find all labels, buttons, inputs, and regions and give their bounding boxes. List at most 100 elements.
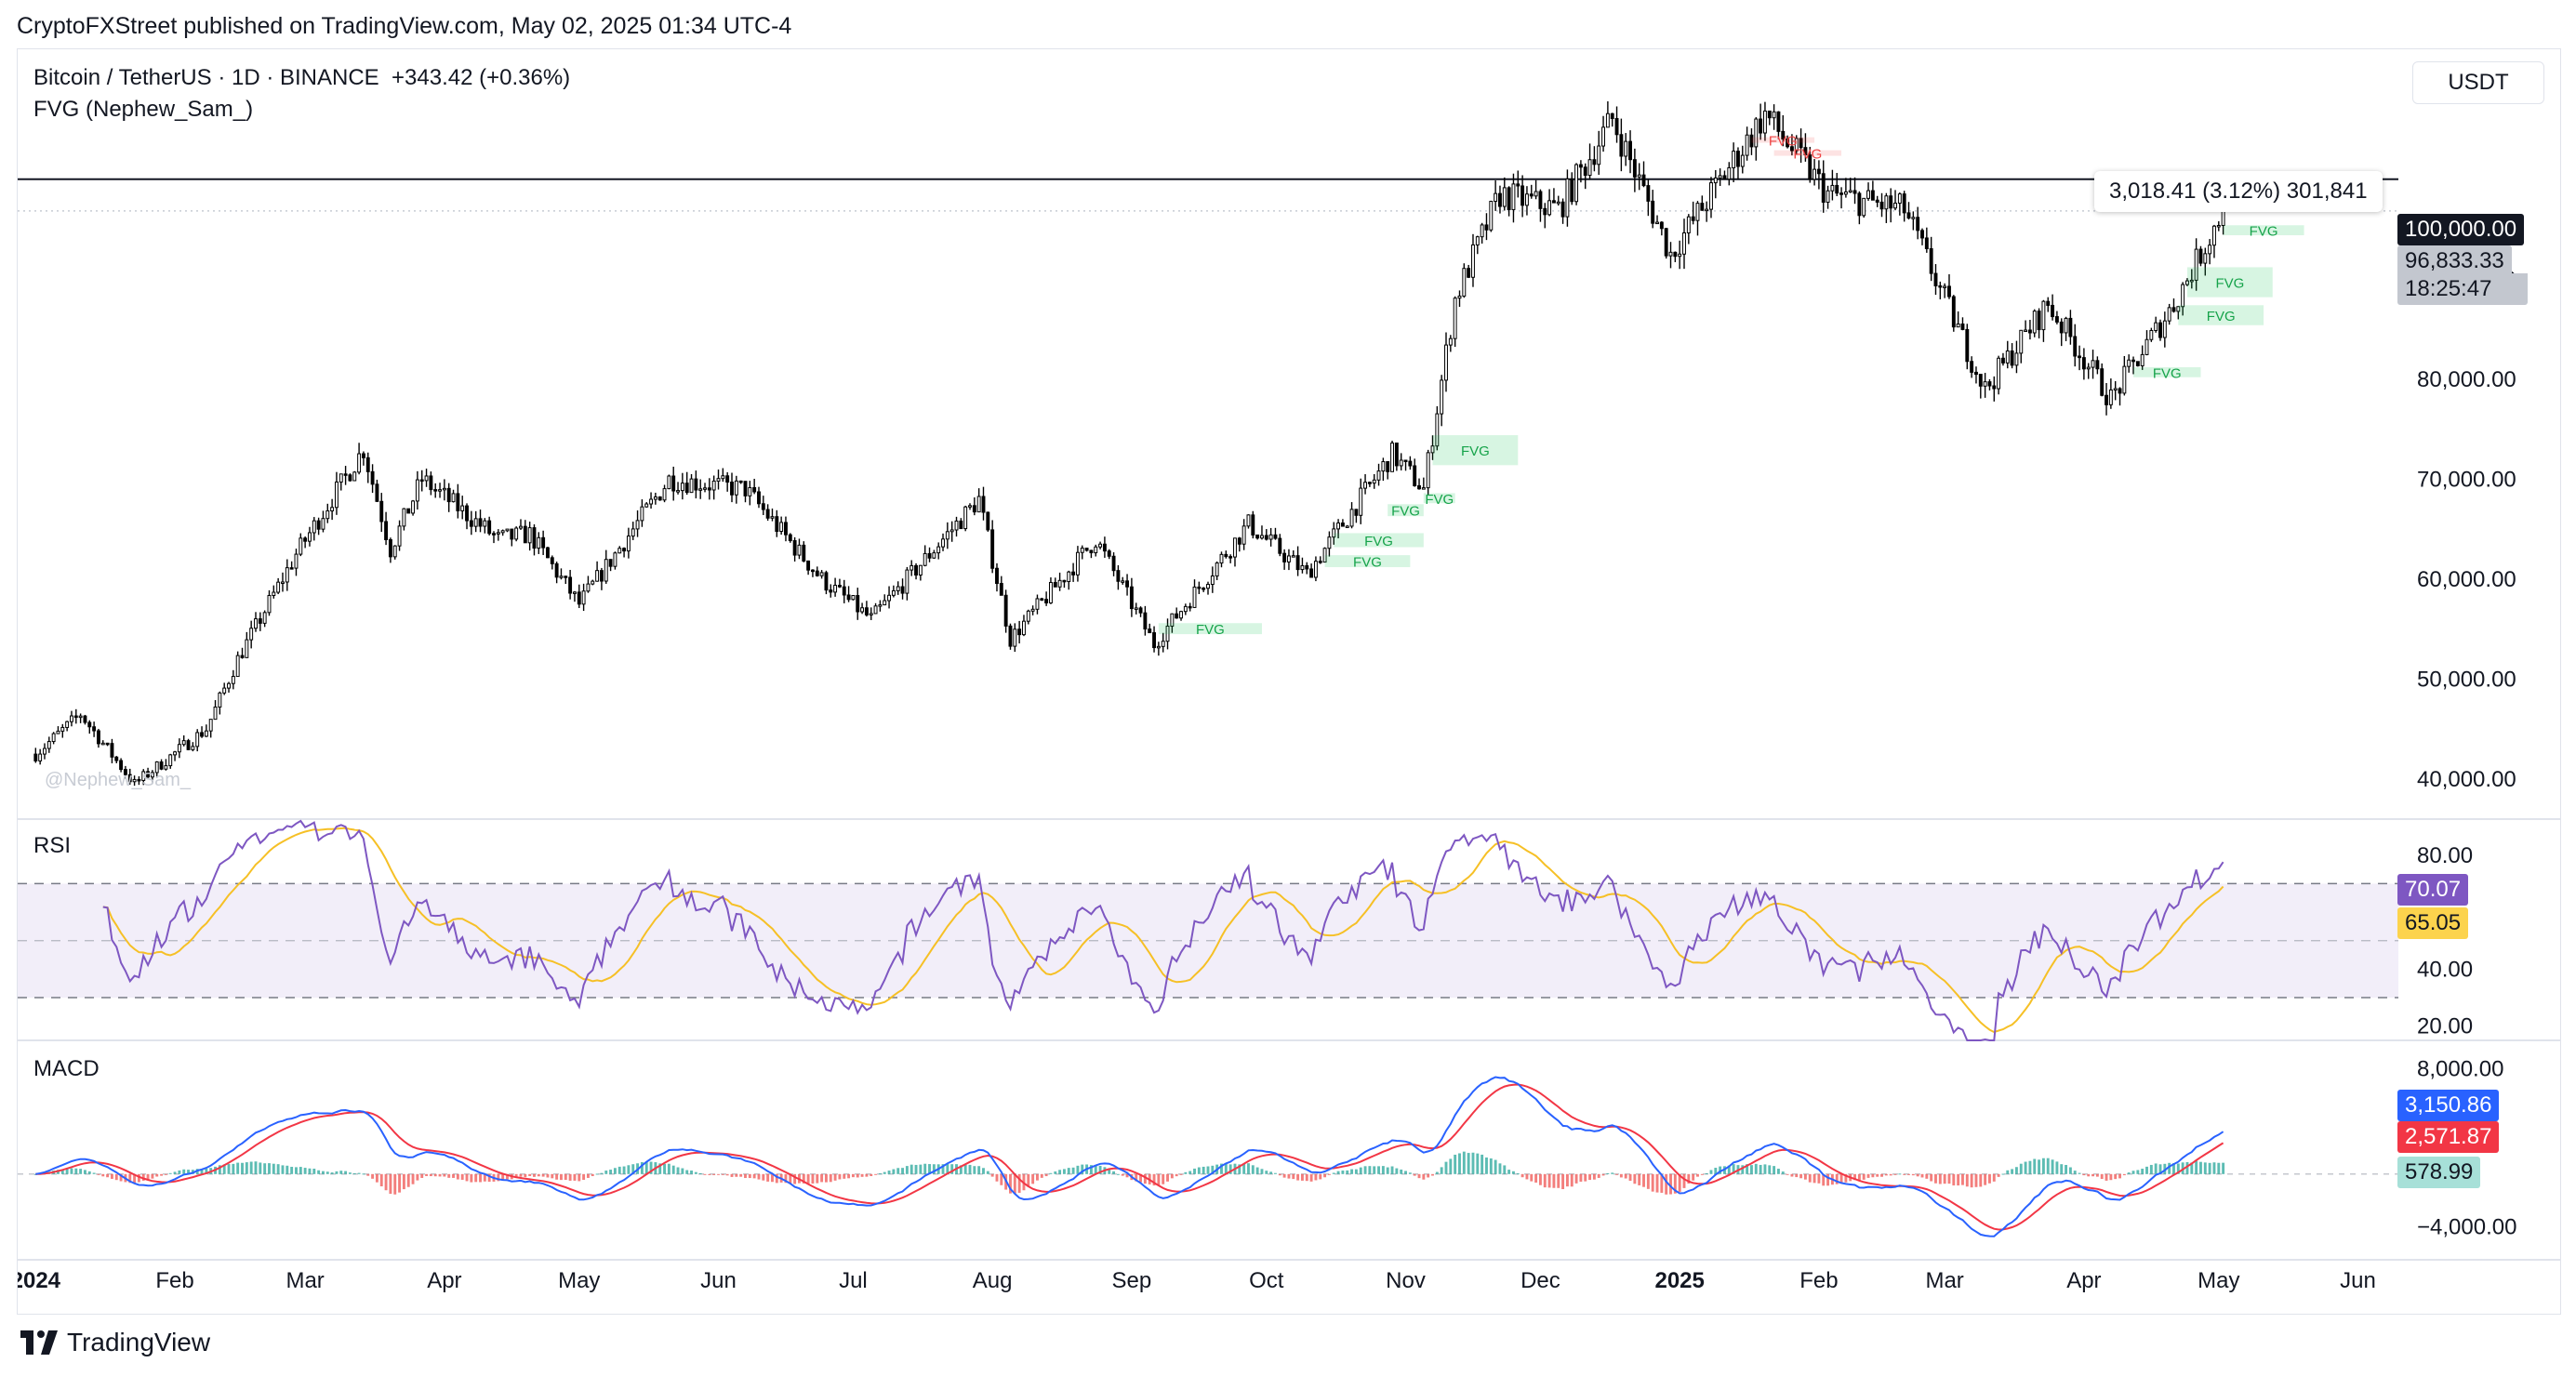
candle-body xyxy=(1565,178,1570,218)
candle-body xyxy=(869,613,873,615)
macd-hist-bar xyxy=(312,1169,316,1174)
candle-body xyxy=(1336,523,1341,530)
candle-body xyxy=(1206,584,1210,589)
macd-hist-bar xyxy=(2141,1169,2144,1174)
time-axis-label: Sep xyxy=(1112,1268,1152,1293)
macd-hist-bar xyxy=(2028,1160,2032,1174)
macd-hist-bar xyxy=(1386,1167,1389,1174)
macd-hist-bar xyxy=(97,1173,100,1175)
candle-body xyxy=(1053,581,1057,588)
macd-hist-bar xyxy=(1395,1168,1399,1174)
macd-hist-bar xyxy=(1714,1168,1718,1174)
macd-hist-bar xyxy=(1350,1169,1354,1174)
macd-hist-bar xyxy=(1462,1151,1466,1174)
macd-hist-bar xyxy=(87,1171,91,1174)
fvg-zone xyxy=(2178,305,2264,325)
candle-body xyxy=(608,559,613,567)
candle-body xyxy=(352,471,357,482)
candle-body xyxy=(191,746,195,750)
candle-body xyxy=(910,564,914,571)
candle-body xyxy=(1448,337,1453,346)
macd-hist-bar xyxy=(2001,1173,2005,1175)
macd-hist-bar xyxy=(973,1166,976,1174)
candle-body xyxy=(662,488,667,501)
level-tag: 100,000.00 xyxy=(2397,214,2525,245)
candle-body xyxy=(2167,307,2171,322)
candle-body xyxy=(1102,543,1107,552)
macd-hist-bar xyxy=(133,1173,137,1184)
macd-hist-bar xyxy=(506,1173,509,1180)
chart-canvas[interactable]: 110,000.0090,000.0080,000.0070,000.0060,… xyxy=(18,49,2560,1314)
macd-hist-bar xyxy=(1795,1173,1799,1178)
macd-hist-bar xyxy=(456,1173,459,1180)
candle-body xyxy=(285,567,289,583)
candle-body xyxy=(1511,183,1516,210)
candle-body xyxy=(1641,174,1646,187)
candle-body xyxy=(1862,197,1866,217)
macd-hist-bar xyxy=(2136,1170,2140,1174)
macd-hist-bar xyxy=(2172,1163,2175,1174)
macd-hist-bar xyxy=(644,1161,648,1174)
macd-hist-bar xyxy=(856,1173,859,1178)
macd-hist-bar xyxy=(1584,1173,1587,1182)
macd-hist-bar xyxy=(833,1173,837,1181)
candle-body xyxy=(388,538,392,558)
tradingview-logo[interactable]: TradingView xyxy=(20,1328,210,1357)
candle-body xyxy=(1233,537,1237,558)
candle-body xyxy=(70,715,73,722)
candle-body xyxy=(442,487,446,491)
candle-body xyxy=(2140,353,2144,366)
candle-body xyxy=(2185,280,2189,285)
macd-hist-bar xyxy=(74,1168,78,1174)
macd-hist-bar xyxy=(1206,1166,1210,1174)
macd-hist-bar xyxy=(2046,1158,2050,1174)
candle-body xyxy=(671,475,676,492)
candle-body xyxy=(1740,154,1745,167)
macd-hist-bar xyxy=(2100,1173,2104,1179)
macd-hist-bar xyxy=(2006,1170,2010,1174)
macd-hist-bar xyxy=(1898,1173,1902,1175)
symbol-title[interactable]: Bitcoin / TetherUS · 1D · BINANCE xyxy=(33,65,379,90)
candle-body xyxy=(1354,509,1359,516)
macd-hist-bar xyxy=(735,1173,738,1177)
macd-hist-bar xyxy=(551,1173,554,1179)
candle-body xyxy=(2118,388,2122,394)
candle-body xyxy=(2135,361,2140,366)
macd-hist-bar xyxy=(1314,1173,1318,1181)
candle-body xyxy=(1749,134,1754,148)
candle-body xyxy=(1040,598,1044,601)
macd-hist-bar xyxy=(1435,1171,1439,1174)
candle-body xyxy=(1121,580,1125,583)
macd-hist-bar xyxy=(2082,1173,2086,1176)
macd-hist-bar xyxy=(1876,1173,1879,1177)
time-axis-label: Dec xyxy=(1520,1268,1560,1293)
candle-body xyxy=(1722,175,1727,180)
macd-hist-bar xyxy=(914,1164,918,1174)
candle-body xyxy=(496,532,500,535)
currency-button[interactable]: USDT xyxy=(2412,61,2544,104)
macd-hist-bar xyxy=(2208,1162,2211,1174)
candle-body xyxy=(1394,443,1399,467)
macd-hist-bar xyxy=(1089,1165,1093,1174)
last-price-tag: 96,833.33 xyxy=(2397,245,2512,277)
macd-hist-bar xyxy=(1628,1173,1632,1182)
macd-pane-label[interactable]: MACD xyxy=(33,1056,100,1081)
candle-body xyxy=(1759,118,1763,134)
candle-body xyxy=(1179,611,1183,619)
macd-hist-bar xyxy=(2091,1173,2094,1177)
macd-hist-bar xyxy=(2222,1162,2225,1174)
macd-hist-bar xyxy=(744,1173,747,1179)
rsi-pane-label[interactable]: RSI xyxy=(33,833,72,858)
candle-body xyxy=(505,528,510,532)
candle-body xyxy=(1057,579,1062,588)
candle-body xyxy=(424,475,429,482)
macd-hist-bar xyxy=(712,1173,716,1175)
indicator-fvg-label[interactable]: FVG (Nephew_Sam_) xyxy=(33,97,254,122)
measure-tooltip: 3,018.41 (3.12%) 301,841 xyxy=(2094,171,2383,212)
macd-hist-bar xyxy=(2217,1162,2221,1174)
fvg-zone xyxy=(2133,366,2201,377)
candle-body xyxy=(1587,159,1592,177)
macd-hist-bar xyxy=(843,1173,846,1179)
candle-body xyxy=(2158,322,2162,338)
macd-hist-bar xyxy=(1202,1166,1205,1174)
